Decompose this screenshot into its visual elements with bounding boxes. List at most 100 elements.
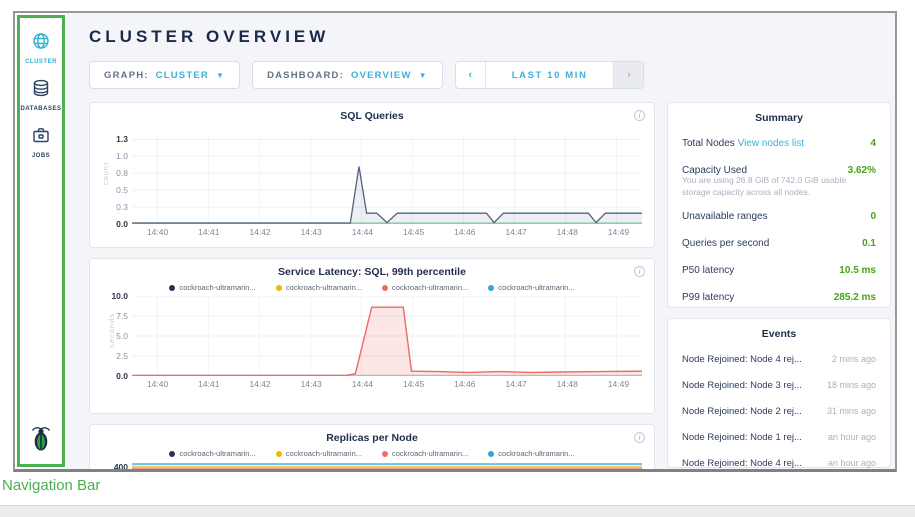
summary-row-total-nodes: Total Nodes View nodes list 4 [682, 130, 876, 157]
event-time: an hour ago [828, 458, 876, 468]
event-time: 31 mins ago [827, 406, 876, 416]
events-title: Events [682, 328, 876, 340]
legend-item[interactable]: cockroach-ultramarin... [488, 449, 574, 458]
graph-dropdown-label: GRAPH: [104, 70, 149, 81]
sidebar-item-label: JOBS [32, 153, 50, 159]
event-row[interactable]: Node Rejoined: Node 4 rej... an hour ago [682, 450, 876, 469]
controls-row: GRAPH: CLUSTER ▼ DASHBOARD: OVERVIEW ▼ ‹… [89, 61, 891, 89]
info-icon[interactable]: i [634, 110, 645, 121]
y-tick-label: 0.8 [116, 168, 128, 178]
page-bottom-strip [0, 505, 915, 517]
x-tick-label: 14:49 [593, 379, 644, 389]
info-icon[interactable]: i [634, 432, 645, 443]
legend-label: cockroach-ultramarin... [179, 283, 255, 292]
y-axis-unit-label: seconds [107, 313, 116, 348]
events-rows: Node Rejoined: Node 4 rej...2 mins agoNo… [682, 346, 876, 469]
summary-value: 0.1 [862, 238, 876, 249]
y-tick-label: 1.3 [116, 134, 128, 144]
annotation-caption: Navigation Bar [2, 477, 100, 494]
sidebar-item-databases[interactable]: DATABASES [21, 78, 62, 112]
x-tick-label: 14:47 [490, 379, 541, 389]
chart-title: Service Latency: SQL, 99th percentile [100, 266, 644, 278]
dashboard-dropdown[interactable]: DASHBOARD: OVERVIEW ▼ [252, 61, 443, 89]
event-row[interactable]: Node Rejoined: Node 1 rej...an hour ago [682, 424, 876, 450]
main-content: CLUSTER OVERVIEW GRAPH: CLUSTER ▼ DASHBO… [67, 13, 895, 469]
service-latency-plot[interactable] [132, 296, 642, 376]
x-tick-label: 14:41 [183, 227, 234, 237]
chart-legend [100, 127, 644, 129]
chart-title: Replicas per Node [100, 432, 644, 444]
chart-legend: cockroach-ultramarin... cockroach-ultrama… [100, 449, 644, 458]
chart-card-replicas-per-node: Replicas per Node i cockroach-ultramarin… [89, 424, 655, 469]
event-label: Node Rejoined: Node 1 rej... [682, 432, 802, 443]
x-axis-ticks: 14:4014:4114:4214:4314:4414:4514:4614:47… [132, 224, 644, 240]
event-label: Node Rejoined: Node 4 rej... [682, 354, 802, 365]
admin-ui-screenshot-frame: CLUSTER DATABASES JOBS [13, 11, 897, 472]
events-panel: Events Node Rejoined: Node 4 rej... 2 min… [667, 318, 891, 468]
y-tick-label: 5.0 [116, 331, 128, 341]
time-window-next-button[interactable]: › [613, 62, 643, 88]
graph-dropdown-value: CLUSTER [156, 70, 209, 81]
x-tick-label: 14:46 [439, 379, 490, 389]
summary-value: 10.5 ms [839, 265, 876, 276]
time-window-label[interactable]: LAST 10 MIN [486, 62, 614, 88]
legend-item[interactable]: cockroach-ultramarin... [276, 283, 362, 292]
legend-label: cockroach-ultramarin... [179, 449, 255, 458]
legend-item[interactable]: cockroach-ultramarin... [382, 283, 468, 292]
event-row[interactable]: Node Rejoined: Node 4 rej... 2 mins ago [682, 346, 876, 372]
globe-icon [31, 31, 51, 56]
sql-queries-plot[interactable] [132, 136, 642, 224]
graph-dropdown[interactable]: GRAPH: CLUSTER ▼ [89, 61, 240, 89]
legend-dot-icon [276, 285, 282, 291]
x-tick-label: 14:42 [234, 379, 285, 389]
time-window-selector: ‹ LAST 10 MIN › [455, 61, 645, 89]
legend-dot-icon [488, 451, 494, 457]
legend-dot-icon [276, 451, 282, 457]
summary-row: Queries per second0.1 [682, 230, 876, 257]
cockroachdb-logo-icon[interactable] [29, 425, 53, 457]
legend-item[interactable]: cockroach-ultramarin... [382, 449, 468, 458]
legend-item[interactable]: cockroach-ultramarin... [276, 449, 362, 458]
legend-label: cockroach-ultramarin... [286, 449, 362, 458]
page-title: CLUSTER OVERVIEW [89, 27, 891, 47]
chevron-down-icon: ▼ [419, 71, 428, 80]
legend-label: cockroach-ultramarin... [392, 283, 468, 292]
sidebar-item-jobs[interactable]: JOBS [31, 125, 51, 159]
replicas-per-node-plot[interactable] [132, 462, 642, 469]
charts-column: SQL Queries i count 0.00.30.50.81.01.3 1… [89, 102, 655, 469]
legend-dot-icon [169, 285, 175, 291]
legend-item[interactable]: cockroach-ultramarin... [169, 449, 255, 458]
info-icon[interactable]: i [634, 266, 645, 277]
legend-item[interactable]: cockroach-ultramarin... [169, 283, 255, 292]
view-nodes-list-link[interactable]: View nodes list [738, 138, 805, 149]
summary-label: Total Nodes [682, 138, 735, 149]
legend-item[interactable]: cockroach-ultramarin... [488, 283, 574, 292]
summary-column: Summary Total Nodes View nodes list 4 Ca… [667, 102, 891, 468]
event-row[interactable]: Node Rejoined: Node 2 rej... 31 mins ago [682, 398, 876, 424]
y-tick-label: 0.0 [116, 219, 128, 229]
chevron-left-icon: ‹ [468, 69, 472, 81]
legend-dot-icon [382, 451, 388, 457]
x-axis-ticks: 14:4014:4114:4214:4314:4414:4514:4614:47… [132, 376, 644, 392]
summary-row: P99 latency285.2 ms [682, 284, 876, 311]
y-tick-label: 0.3 [116, 202, 128, 212]
chevron-down-icon: ▼ [216, 71, 225, 80]
event-row[interactable]: Node Rejoined: Node 3 rej...18 mins ago [682, 372, 876, 398]
sidebar-item-cluster[interactable]: CLUSTER [25, 31, 57, 65]
chevron-right-icon: › [627, 69, 631, 81]
dashboard-content: SQL Queries i count 0.00.30.50.81.01.3 1… [89, 102, 891, 469]
summary-title: Summary [682, 112, 876, 124]
y-axis-unit-label: count [101, 162, 110, 185]
x-tick-label: 14:42 [234, 227, 285, 237]
time-window-prev-button[interactable]: ‹ [456, 62, 486, 88]
summary-row: P50 latency10.5 ms [682, 257, 876, 284]
y-tick-label: 10.0 [111, 291, 128, 301]
summary-label: Unavailable ranges [682, 211, 768, 222]
sidebar-item-label: CLUSTER [25, 59, 57, 65]
capacity-description: You are using 26.8 GiB of 742.0 GiB usab… [682, 174, 876, 199]
event-label: Node Rejoined: Node 2 rej... [682, 406, 802, 417]
chart-legend: cockroach-ultramarin... cockroach-ultrama… [100, 283, 644, 292]
summary-value: 4 [870, 138, 876, 149]
event-time: 2 mins ago [832, 354, 876, 364]
event-label: Node Rejoined: Node 4 rej... [682, 458, 802, 469]
